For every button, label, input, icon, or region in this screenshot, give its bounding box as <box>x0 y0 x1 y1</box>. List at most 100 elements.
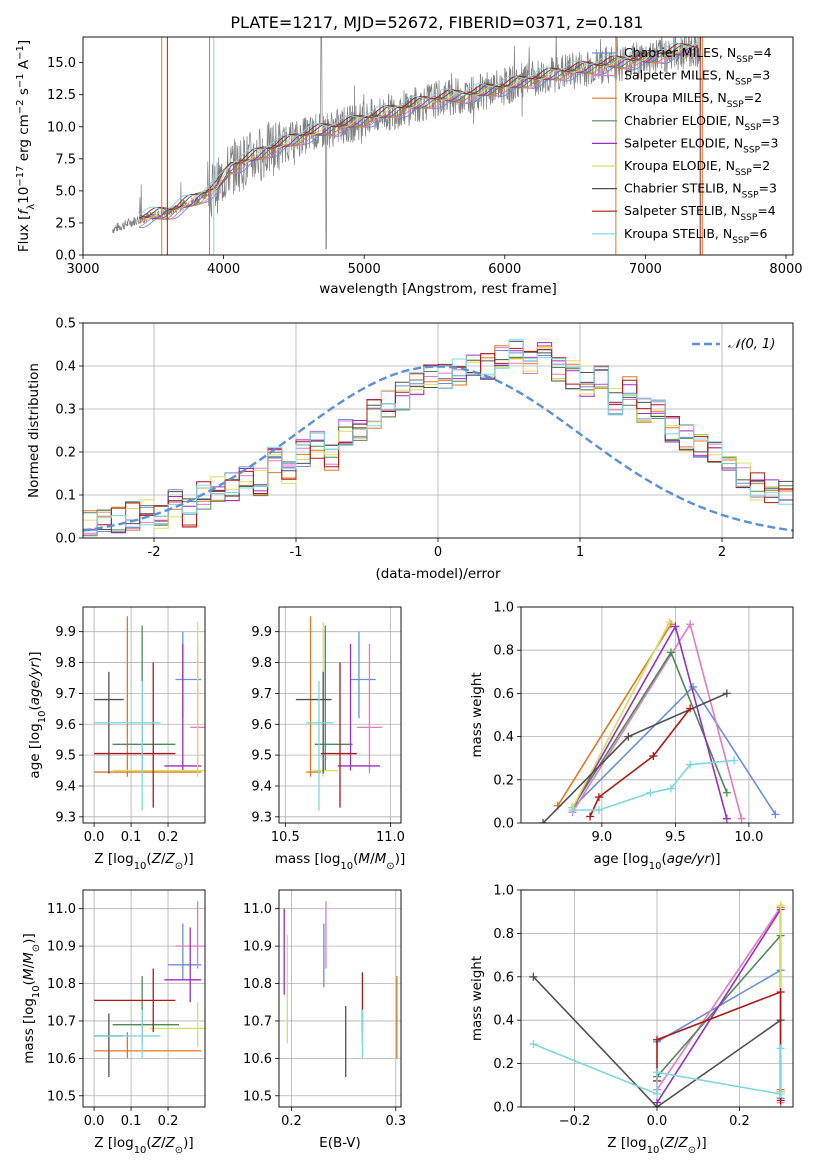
weight-marker <box>722 689 731 698</box>
weight-line <box>656 933 782 1092</box>
weight-marker <box>737 814 746 823</box>
y-tick-label: 9.9 <box>251 625 272 640</box>
y-tick-label: 0.4 <box>55 360 76 375</box>
weight-marker <box>568 806 577 815</box>
weight-marker <box>776 1089 785 1098</box>
x-axis-label: (data-model)/error <box>375 566 501 582</box>
weight-marker <box>722 814 731 823</box>
figure-title: PLATE=1217, MJD=52672, FIBERID=0371, z=0… <box>230 13 643 32</box>
x-tick-label: 0.0 <box>84 1114 105 1129</box>
x-tick-label: 1 <box>576 545 584 560</box>
y-tick-label: 9.7 <box>55 687 76 702</box>
y-tick-label: 5.0 <box>55 184 76 199</box>
y-tick-label: 11.0 <box>47 902 76 917</box>
spectrum-model-line <box>139 43 699 219</box>
x-tick-label: 9.0 <box>592 830 613 845</box>
y-tick-label: 9.9 <box>55 625 76 640</box>
y-tick-label: 0.2 <box>493 1057 514 1072</box>
weight-marker <box>722 788 731 797</box>
spectrum-legend: Chabrier MILES, NSSP=4 Salpeter MILES, NS… <box>592 45 780 246</box>
mass_vs_EBV-marks <box>283 901 398 1078</box>
weight-marker <box>776 1044 785 1053</box>
legend-label: Salpeter ELODIE, NSSP=3 <box>624 135 778 155</box>
y-tick-label: 7.5 <box>55 152 76 167</box>
weight-marker <box>730 756 739 765</box>
spectrum-model-line <box>139 53 699 229</box>
spectrum-model-line <box>138 41 699 216</box>
y-tick-label: 9.3 <box>55 810 76 825</box>
x-tick-label: 0 <box>434 545 442 560</box>
y-tick-label: 1.0 <box>493 601 514 616</box>
weight-line <box>656 906 782 1104</box>
x-tick-label: 7000 <box>629 262 662 277</box>
y-tick-label: 10.6 <box>243 1052 272 1067</box>
axes-frame <box>82 606 206 824</box>
mass_vs_Z-marks <box>94 901 205 1078</box>
y-tick-label: 0.0 <box>493 1101 514 1116</box>
y-tick-label: 9.6 <box>251 718 272 733</box>
x-tick-label: -2 <box>148 545 161 560</box>
weight-marker <box>653 1068 661 1077</box>
axis-label: age [log10(age/yr)] <box>593 851 720 872</box>
spectrum-model-line <box>139 44 699 220</box>
legend-label: Kroupa MILES, NSSP=2 <box>624 90 762 110</box>
age_vs_mass-marks <box>295 616 383 811</box>
axes-frame <box>278 606 402 824</box>
x-tick-label: 4000 <box>207 262 240 277</box>
mass_vs_Z-axes: 0.0 0.1 0.2 10.5 10.6 10.7 10.8 10.9 11.0 <box>47 889 206 1129</box>
y-axis-label: Normed distribution <box>26 363 42 498</box>
x-tick-label: 0.0 <box>84 830 105 845</box>
weight-marker <box>686 620 695 629</box>
weight-marker <box>594 806 603 815</box>
weight-marker <box>529 1040 538 1049</box>
y-tick-label: 0.4 <box>493 730 514 745</box>
y-tick-label: 9.7 <box>251 687 272 702</box>
y-tick-label: 9.5 <box>55 749 76 764</box>
legend-label: Chabrier STELIB, NSSP=3 <box>624 181 777 201</box>
legend-label: 𝒩(0, 1) <box>728 337 775 352</box>
y-tick-label: 10.7 <box>47 1014 76 1029</box>
weight-marker <box>653 1103 661 1107</box>
weight-line <box>532 976 782 1107</box>
y-tick-label: 10.5 <box>243 1089 272 1104</box>
histogram-step <box>83 342 793 534</box>
axes-frame <box>520 606 794 824</box>
residual-legend: 𝒩(0, 1) <box>692 337 775 352</box>
x-axis-label: wavelength [Angstrom, rest frame] <box>319 281 557 297</box>
x-tick-label: 0.2 <box>729 1114 750 1129</box>
axis-label: mass [log10(M/M⊙)] <box>275 851 405 872</box>
y-tick-label: 9.4 <box>55 779 76 794</box>
weight-marker <box>653 1035 661 1044</box>
weight-marker <box>586 812 595 821</box>
weight-marker <box>653 1089 661 1098</box>
x-tick-label: -1 <box>290 545 303 560</box>
y-tick-label: 10.9 <box>243 940 272 955</box>
axes-frame <box>82 322 794 539</box>
y-tick-label: 10.7 <box>243 1014 272 1029</box>
weight-line <box>656 990 782 1101</box>
mass_vs_EBV-axes: 0.2 0.3 10.5 10.6 10.7 10.8 10.9 11.0 <box>243 889 406 1129</box>
histogram-step <box>83 339 793 537</box>
y-tick-label: 10.8 <box>243 977 272 992</box>
histogram-step <box>83 345 793 534</box>
y-tick-label: 9.3 <box>251 810 272 825</box>
x-tick-label: 0.1 <box>121 830 142 845</box>
weight-marker <box>649 752 658 761</box>
normal-curve <box>83 365 793 532</box>
x-tick-label: 8000 <box>769 262 802 277</box>
weight-marker <box>771 810 780 819</box>
weight-marker <box>539 819 548 823</box>
age_vs_mass-axes: 10.5 11.0 9.3 9.4 9.5 9.6 9.7 9.8 9.9 <box>251 606 405 845</box>
axis-label: mass [log10(M/M⊙)] <box>21 933 42 1063</box>
weight-marker <box>776 901 785 910</box>
weight-marker <box>646 788 655 797</box>
legend-label: Chabrier MILES, NSSP=4 <box>624 45 772 65</box>
x-tick-label: 0.2 <box>158 830 179 845</box>
y-tick-label: 0.0 <box>55 532 76 547</box>
x-tick-label: 6000 <box>488 262 521 277</box>
y-tick-label: 9.8 <box>251 656 272 671</box>
weight-marker <box>594 793 603 802</box>
legend-label: Kroupa STELIB, NSSP=6 <box>624 226 768 246</box>
residuals-axes: -2 -1 0 1 2 0.0 0.1 0.2 0.3 0.4 0.5 <box>55 317 794 560</box>
